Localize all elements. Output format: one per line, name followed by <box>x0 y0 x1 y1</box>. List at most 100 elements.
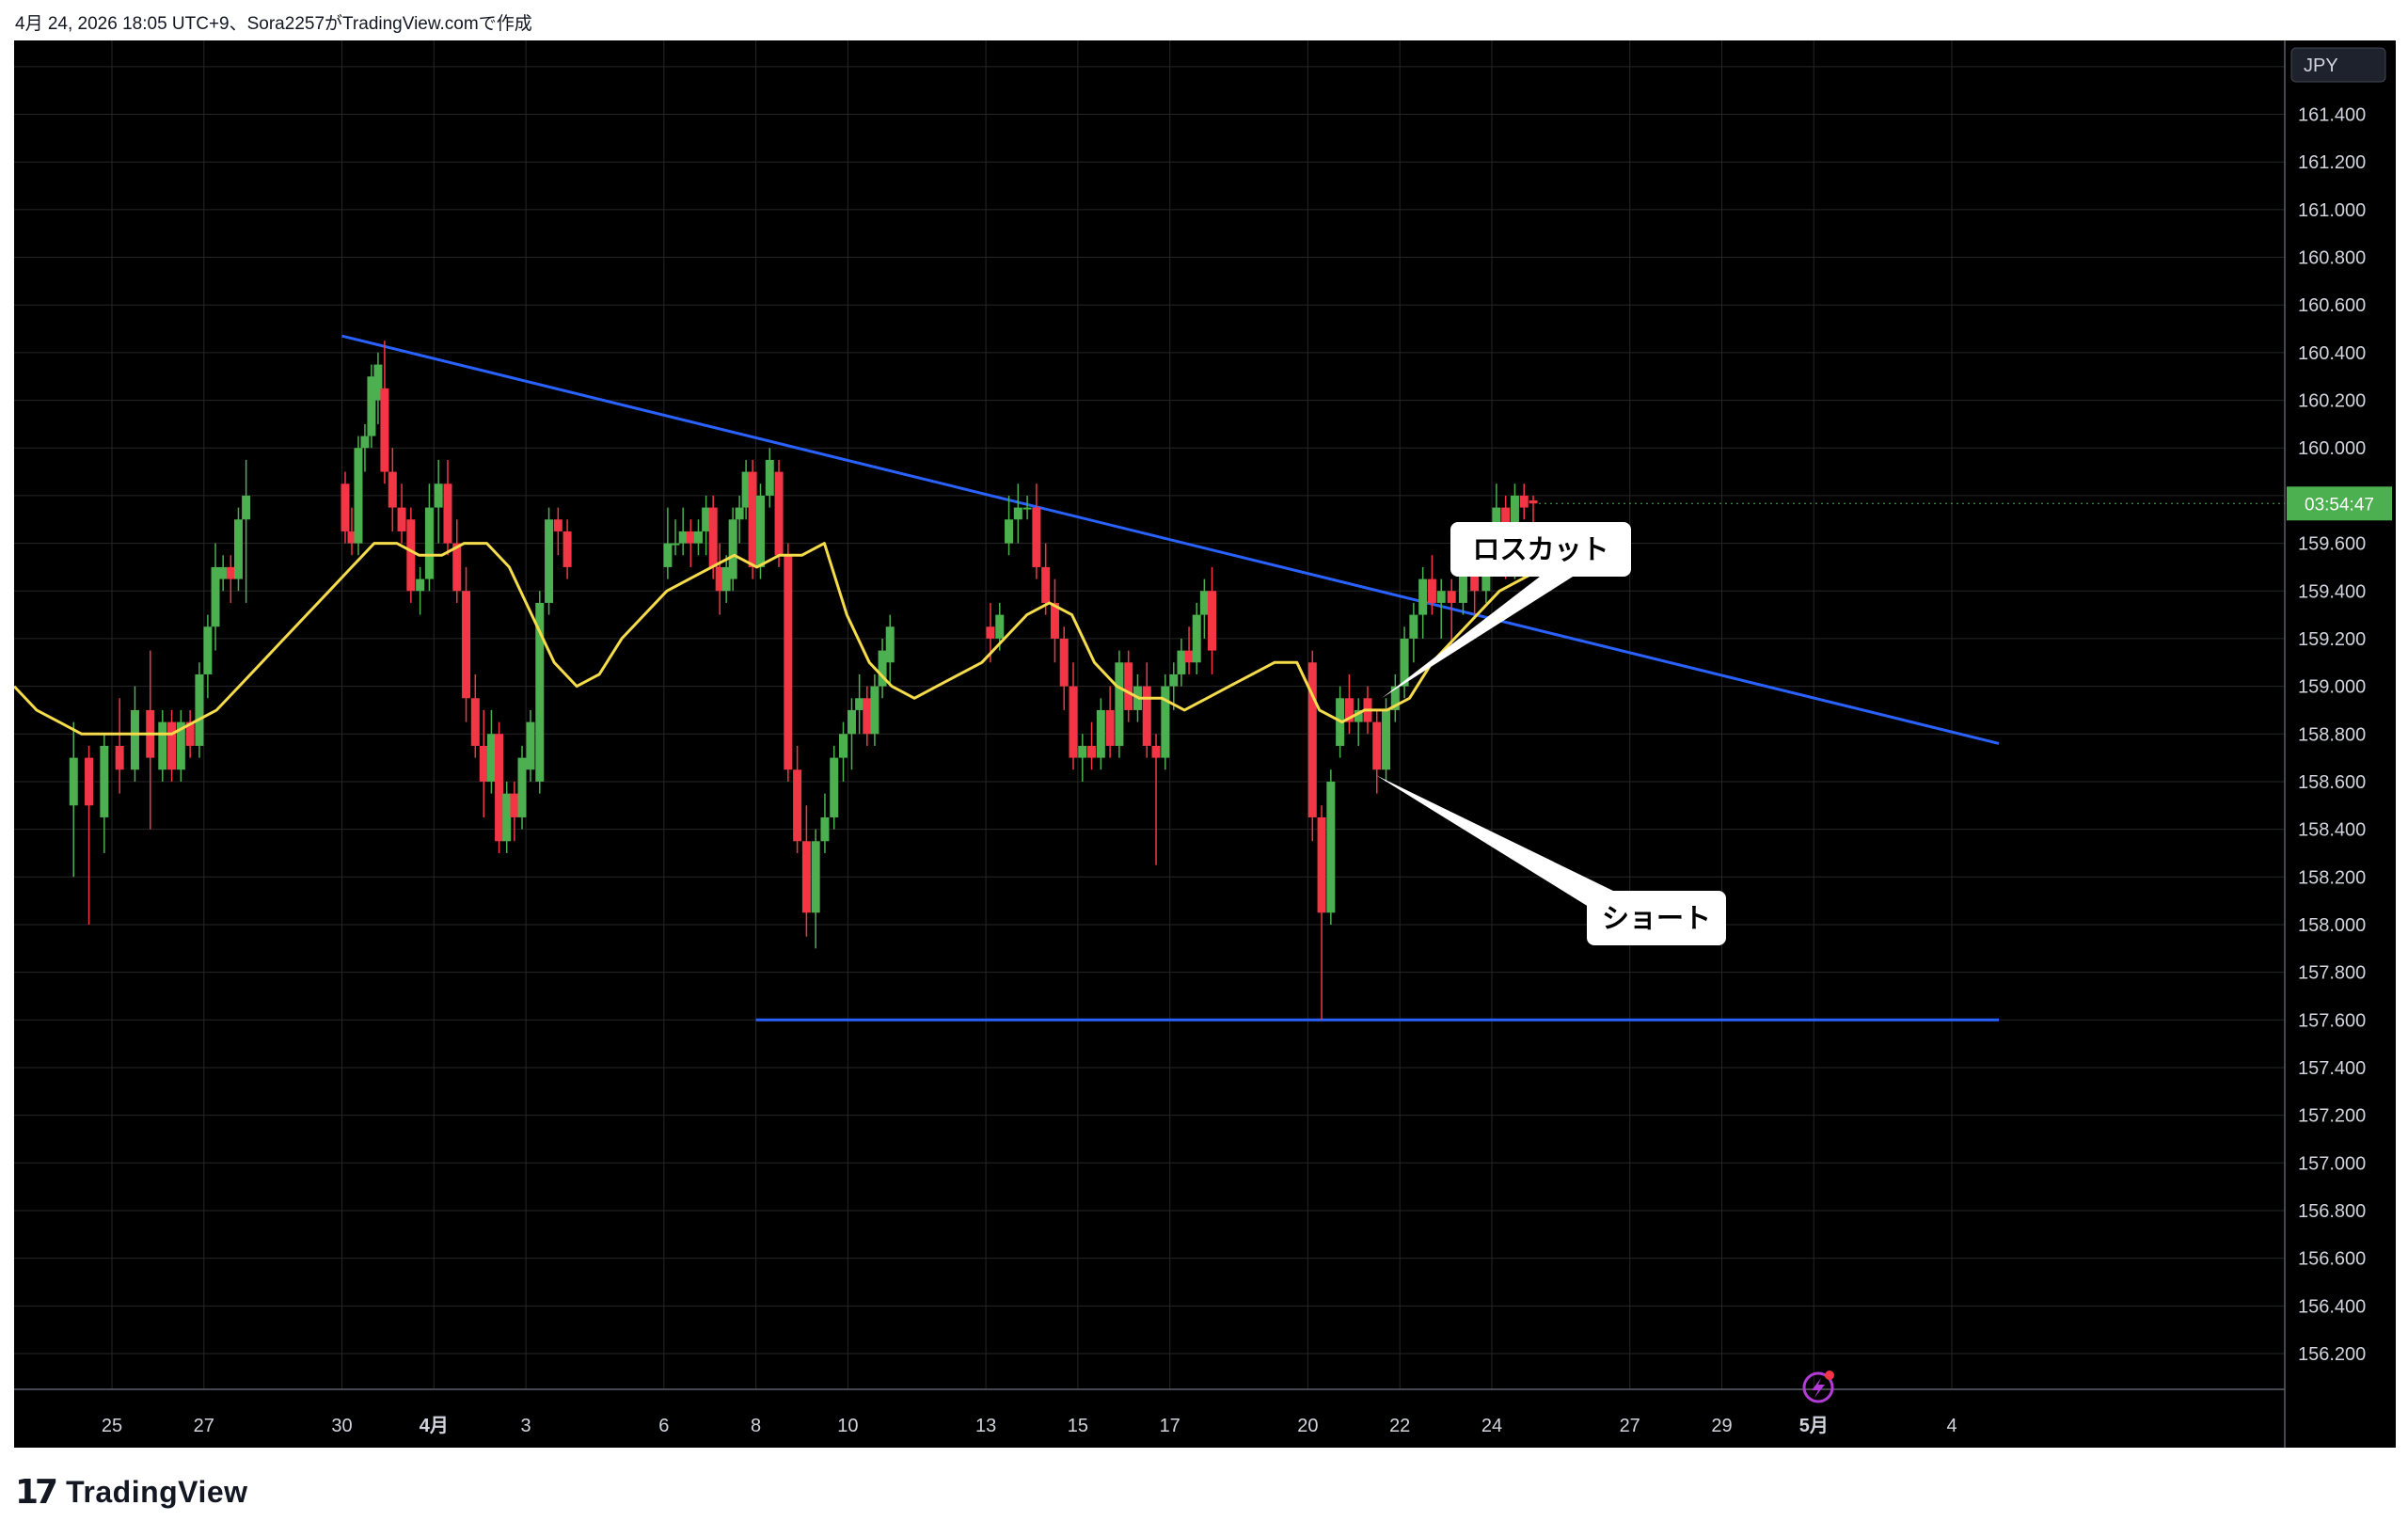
x-tick-label: 24 <box>1481 1416 1502 1436</box>
candle-up <box>1400 638 1409 687</box>
candle-up <box>1382 709 1391 770</box>
candle-down <box>708 507 718 567</box>
candle-up <box>100 745 109 817</box>
candle-down <box>562 531 572 567</box>
candle-down <box>510 793 519 817</box>
candle-up <box>242 495 251 520</box>
candle-down <box>1151 745 1161 758</box>
candle-up <box>69 757 78 806</box>
candle-up <box>416 578 425 592</box>
candle-up <box>741 471 751 508</box>
moving-average <box>14 542 1545 736</box>
candle-down <box>1470 566 1480 592</box>
candle-up <box>1115 662 1124 746</box>
candle-up <box>373 364 383 401</box>
candle-up <box>354 448 363 544</box>
losscut-callout-box <box>1450 522 1631 577</box>
y-tick-label: 160.800 <box>2298 248 2366 269</box>
candle-up <box>671 543 680 546</box>
candle-down <box>793 769 802 842</box>
x-tick-label: 4 <box>1946 1416 1956 1436</box>
candle-down <box>1105 709 1115 746</box>
candle-up <box>545 519 554 603</box>
candle-down <box>1519 495 1529 508</box>
y-tick-label: 159.400 <box>2298 581 2366 602</box>
candle-up <box>1161 686 1170 758</box>
candle-up <box>195 673 204 746</box>
candle-up <box>1390 686 1400 710</box>
candle-down <box>801 841 811 913</box>
candle-up <box>211 566 220 627</box>
candle-up <box>1078 745 1087 758</box>
candle-up <box>218 566 228 579</box>
candle-down <box>115 745 124 770</box>
candle-up <box>1169 673 1179 687</box>
x-tick-label: 13 <box>975 1416 996 1436</box>
x-tick-label: 15 <box>1068 1416 1088 1436</box>
axis-widgets: JPY 03:54:47 <box>1539 47 2392 1403</box>
candle-down <box>1059 638 1069 687</box>
candle-down <box>1427 578 1436 603</box>
tradingview-logo[interactable]: 17 TradingView <box>15 1473 248 1512</box>
moving-average-line <box>14 542 1545 736</box>
y-tick-label: 157.400 <box>2298 1058 2366 1079</box>
candle-up <box>995 614 1005 639</box>
candle-up <box>820 816 830 842</box>
candle-up <box>1458 566 1467 603</box>
candle-down <box>452 543 462 592</box>
candle-up <box>1354 709 1363 722</box>
candle-up <box>855 698 864 710</box>
chart-frame <box>14 40 2396 1448</box>
candlestick-chart[interactable]: 161.600161.400161.200161.000160.800160.6… <box>14 40 2396 1448</box>
candle-up <box>424 507 434 579</box>
y-tick-label: 157.800 <box>2298 963 2366 984</box>
candle-up <box>1409 614 1418 639</box>
tradingview-logo-icon: 17 <box>15 1473 58 1512</box>
candle-down <box>1447 591 1456 603</box>
candle-up <box>1436 591 1446 603</box>
candle-down <box>347 531 356 544</box>
candle-up <box>1418 578 1428 615</box>
y-tick-label: 161.400 <box>2298 105 2366 126</box>
candle-up <box>728 519 737 579</box>
y-tick-label: 160.200 <box>2298 391 2366 412</box>
candle-down <box>226 566 235 579</box>
callout-pointer <box>1381 577 1573 699</box>
candle-down <box>1529 499 1538 504</box>
x-tick-label: 27 <box>1620 1416 1640 1436</box>
y-axis-labels: 161.600161.400161.200161.000160.800160.6… <box>2298 57 2366 1365</box>
candle-up <box>158 721 167 770</box>
candle-down <box>686 531 695 544</box>
candle-down <box>406 519 416 592</box>
tradingview-wordmark: TradingView <box>66 1475 248 1509</box>
short-callout-label: ショート <box>1602 904 1711 934</box>
candle-up <box>526 721 535 770</box>
y-tick-label: 158.200 <box>2298 867 2366 888</box>
y-tick-label: 158.400 <box>2298 820 2366 841</box>
x-tick-label: 6 <box>658 1416 669 1436</box>
short-callout-box <box>1587 891 1726 945</box>
candle-down <box>1032 507 1041 567</box>
y-tick-label: 161.200 <box>2298 152 2366 173</box>
y-tick-label: 159.600 <box>2298 534 2366 555</box>
candle-up <box>1022 507 1032 510</box>
candle-up <box>839 734 848 758</box>
notification-dot-icon <box>1825 1371 1834 1380</box>
candle-down <box>495 734 504 842</box>
lightning-icon[interactable] <box>1802 1371 1834 1403</box>
x-tick-label: 20 <box>1297 1416 1318 1436</box>
candle-up <box>721 566 731 592</box>
candle-up <box>847 709 856 735</box>
y-tick-label: 157.000 <box>2298 1153 2366 1174</box>
x-tick-label: 25 <box>102 1416 122 1436</box>
candle-down <box>986 626 995 639</box>
candle-up <box>1177 650 1186 674</box>
currency-button[interactable] <box>2290 47 2386 83</box>
candle-down <box>715 566 724 592</box>
candle-down <box>748 471 757 567</box>
candle-up <box>1326 781 1336 913</box>
candle-down <box>1317 816 1326 913</box>
x-tick-label: 27 <box>194 1416 214 1436</box>
candle-up <box>663 543 673 567</box>
candle-up <box>203 626 213 674</box>
